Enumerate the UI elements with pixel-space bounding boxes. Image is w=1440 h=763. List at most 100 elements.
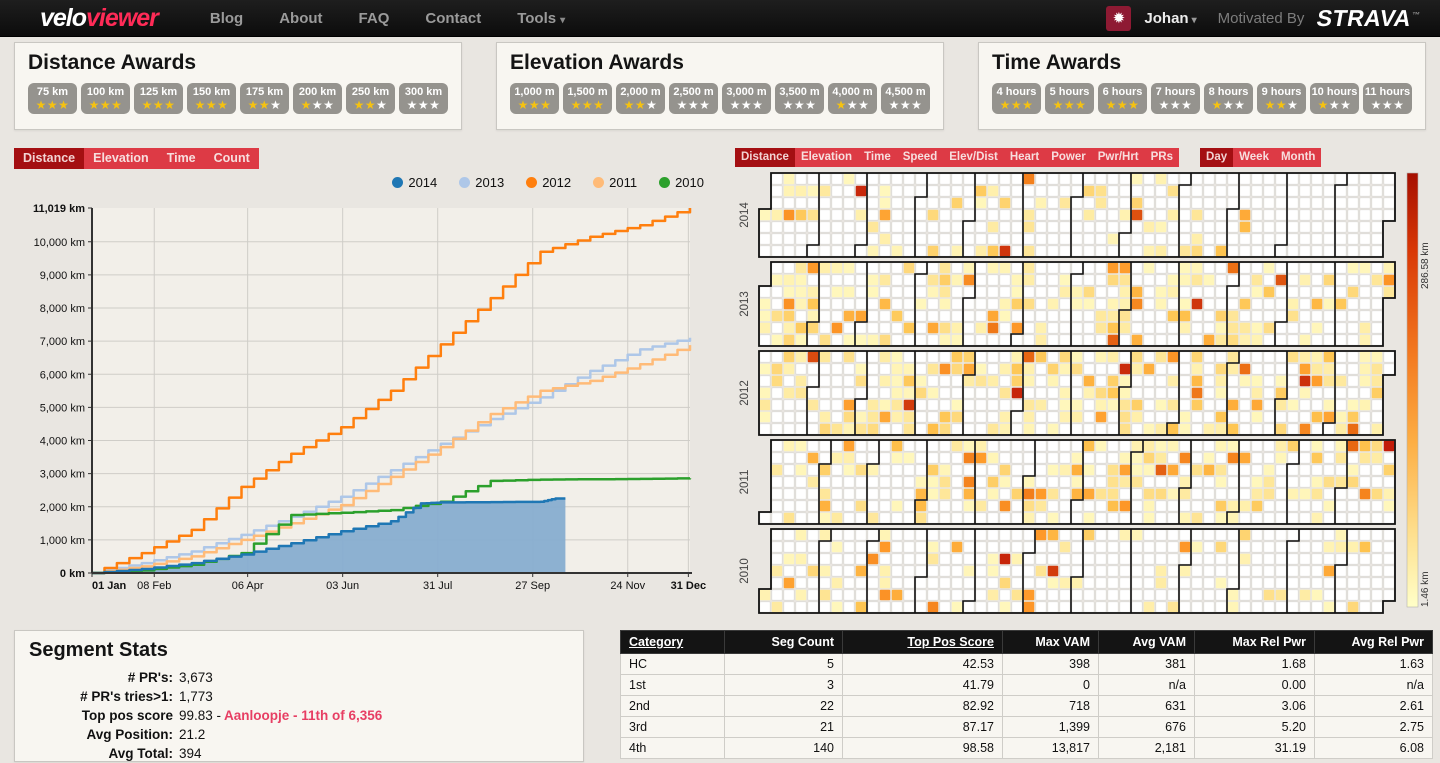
heatmap-cell[interactable] xyxy=(1131,233,1143,245)
heatmap-cell[interactable] xyxy=(1179,399,1191,411)
heatmap-cell[interactable] xyxy=(1023,423,1035,435)
heatmap-cell[interactable] xyxy=(1059,440,1071,452)
heatmap-cell[interactable] xyxy=(1203,286,1215,298)
heatmap-cell[interactable] xyxy=(1227,577,1239,589)
heatmap-cell[interactable] xyxy=(987,476,999,488)
heatmap-cell[interactable] xyxy=(1215,464,1227,476)
heatmap-cell[interactable] xyxy=(1083,334,1095,346)
heatmap-cell[interactable] xyxy=(1251,440,1263,452)
heatmap-cell[interactable] xyxy=(1239,452,1251,464)
heatmap-cell[interactable] xyxy=(1107,209,1119,221)
heatmap-cell[interactable] xyxy=(1191,375,1203,387)
heatmap-cell[interactable] xyxy=(1047,233,1059,245)
hm-metric-tab-power[interactable]: Power xyxy=(1051,151,1086,163)
heatmap-cell[interactable] xyxy=(795,464,807,476)
heatmap-cell[interactable] xyxy=(1119,262,1131,274)
heatmap-cell[interactable] xyxy=(1359,334,1371,346)
heatmap-cell[interactable] xyxy=(963,411,975,423)
heatmap-cell[interactable] xyxy=(891,577,903,589)
heatmap-cell[interactable] xyxy=(795,286,807,298)
heatmap-cell[interactable] xyxy=(1143,589,1155,601)
heatmap-cell[interactable] xyxy=(1095,440,1107,452)
heatmap-cell[interactable] xyxy=(1071,387,1083,399)
heatmap-cell[interactable] xyxy=(1143,262,1155,274)
heatmap-cell[interactable] xyxy=(1155,565,1167,577)
heatmap-cell[interactable] xyxy=(1107,233,1119,245)
heatmap-cell[interactable] xyxy=(1119,197,1131,209)
heatmap-cell[interactable] xyxy=(1059,351,1071,363)
heatmap-cell[interactable] xyxy=(1191,565,1203,577)
heatmap-cell[interactable] xyxy=(819,601,831,613)
heatmap-cell[interactable] xyxy=(1119,488,1131,500)
heatmap-cell[interactable] xyxy=(1347,209,1359,221)
hm-metric-tab-elev-dist[interactable]: Elev/Dist xyxy=(949,151,998,163)
heatmap-cell[interactable] xyxy=(1359,399,1371,411)
heatmap-cell[interactable] xyxy=(879,334,891,346)
heatmap-cell[interactable] xyxy=(1143,274,1155,286)
heatmap-cell[interactable] xyxy=(1167,351,1179,363)
heatmap-cell[interactable] xyxy=(1179,286,1191,298)
heatmap-cell[interactable] xyxy=(1203,173,1215,185)
heatmap-cell[interactable] xyxy=(831,375,843,387)
heatmap-cell[interactable] xyxy=(1335,553,1347,565)
heatmap-cell[interactable] xyxy=(927,440,939,452)
heatmap-cell[interactable] xyxy=(1359,512,1371,524)
heatmap-cell[interactable] xyxy=(1299,411,1311,423)
heatmap-cell[interactable] xyxy=(1299,529,1311,541)
heatmap-cell[interactable] xyxy=(855,577,867,589)
heatmap-cell[interactable] xyxy=(843,274,855,286)
heatmap-cell[interactable] xyxy=(999,298,1011,310)
heatmap-cell[interactable] xyxy=(963,529,975,541)
heatmap-cell[interactable] xyxy=(1215,298,1227,310)
heatmap-cell[interactable] xyxy=(1347,577,1359,589)
heatmap-cell[interactable] xyxy=(1083,286,1095,298)
heatmap-cell[interactable] xyxy=(1251,310,1263,322)
heatmap-cell[interactable] xyxy=(1155,185,1167,197)
heatmap-cell[interactable] xyxy=(963,173,975,185)
heatmap-cell[interactable] xyxy=(1275,334,1287,346)
heatmap-cell[interactable] xyxy=(1131,411,1143,423)
heatmap-cell[interactable] xyxy=(1323,452,1335,464)
heatmap-cell[interactable] xyxy=(831,423,843,435)
heatmap-cell[interactable] xyxy=(759,334,771,346)
heatmap-cell[interactable] xyxy=(1323,589,1335,601)
heatmap-cell[interactable] xyxy=(1167,399,1179,411)
heatmap-cell[interactable] xyxy=(903,529,915,541)
heatmap-cell[interactable] xyxy=(975,310,987,322)
veloviewer-logo[interactable]: veloviewer xyxy=(40,4,159,33)
heatmap-cell[interactable] xyxy=(1203,565,1215,577)
heatmap-cell[interactable] xyxy=(1287,423,1299,435)
heatmap-cell[interactable] xyxy=(795,274,807,286)
heatmap-cell[interactable] xyxy=(843,488,855,500)
heatmap-cell[interactable] xyxy=(759,221,771,233)
heatmap-cell[interactable] xyxy=(1155,601,1167,613)
hm-metric-tab-elevation[interactable]: Elevation xyxy=(800,151,853,163)
heatmap-cell[interactable] xyxy=(1035,601,1047,613)
heatmap-cell[interactable] xyxy=(1143,411,1155,423)
heatmap-cell[interactable] xyxy=(1083,601,1095,613)
heatmap-cell[interactable] xyxy=(1215,375,1227,387)
heatmap-cell[interactable] xyxy=(975,476,987,488)
heatmap-cell[interactable] xyxy=(1335,274,1347,286)
heatmap-cell[interactable] xyxy=(963,541,975,553)
heatmap-cell[interactable] xyxy=(819,197,831,209)
heatmap-cell[interactable] xyxy=(987,512,999,524)
heatmap-cell[interactable] xyxy=(783,298,795,310)
heatmap-cell[interactable] xyxy=(1203,185,1215,197)
heatmap-cell[interactable] xyxy=(843,411,855,423)
heatmap-cell[interactable] xyxy=(771,512,783,524)
heatmap-cell[interactable] xyxy=(867,541,879,553)
heatmap-cell[interactable] xyxy=(1323,440,1335,452)
heatmap-cell[interactable] xyxy=(1203,553,1215,565)
heatmap-cell[interactable] xyxy=(1155,500,1167,512)
heatmap-cell[interactable] xyxy=(1023,363,1035,375)
heatmap-cell[interactable] xyxy=(879,565,891,577)
heatmap-cell[interactable] xyxy=(1071,334,1083,346)
heatmap-cell[interactable] xyxy=(1263,322,1275,334)
heatmap-cell[interactable] xyxy=(975,553,987,565)
heatmap-cell[interactable] xyxy=(963,387,975,399)
heatmap-cell[interactable] xyxy=(1347,286,1359,298)
heatmap-cell[interactable] xyxy=(879,500,891,512)
heatmap-cell[interactable] xyxy=(1311,334,1323,346)
heatmap-cell[interactable] xyxy=(951,601,963,613)
